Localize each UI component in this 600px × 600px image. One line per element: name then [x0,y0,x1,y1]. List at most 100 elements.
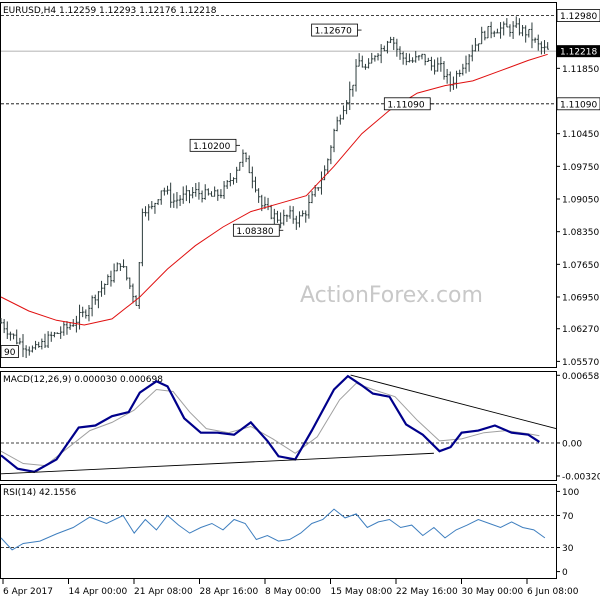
price-bar [383,45,386,52]
price-bar [181,186,185,204]
price-bar [141,208,144,267]
level-price-label: 1.12980 [560,12,597,22]
price-bar [404,52,408,66]
price-bar [49,331,53,342]
price-bar [178,195,182,207]
price-bar [492,30,496,38]
macd-trendline-1 [350,374,557,430]
price-bar [518,18,521,36]
price-bar [147,204,150,221]
moving-average-line [0,53,548,326]
price-bar [521,25,524,37]
price-bar [87,305,91,322]
price-bar [351,84,355,97]
price-bar [263,196,267,210]
axes: 1.12980 1.12218 1.11850 1.11090 1.10450 1.097… [556,9,600,578]
price-bar [97,291,100,309]
price-bar [109,270,113,287]
level-price-box [556,9,600,23]
price-bar [15,329,19,345]
price-bar [65,321,69,335]
price-bar [100,280,103,297]
price-bar [112,263,116,283]
price-bar [414,50,418,63]
x-tick-label: 28 Apr 16:00 [200,587,259,597]
price-bar [370,52,374,64]
price-bar [288,205,292,219]
macd-trendline-0 [0,452,434,475]
y-tick-label: 1.11850 [562,65,599,75]
price-bar [502,21,505,36]
price-bar [175,192,179,209]
macd-panel-frame [0,371,557,481]
price-bar [310,191,314,204]
price-bar [392,36,396,50]
price-panel-frame [0,2,557,368]
price-bar [354,59,358,92]
price-bar [241,149,245,167]
price-bar [90,295,94,317]
level-price-box [556,97,600,111]
rsi-plot [0,508,556,551]
x-tick-label: 15 May 08:00 [331,587,393,597]
price-bar [238,161,242,171]
price-bar [442,61,446,80]
price-bar [137,262,141,309]
price-bar [2,319,6,334]
price-annotation-label: 1.11090 [387,100,424,110]
price-bar [225,180,229,189]
price-bar [505,18,509,28]
price-bar [128,277,132,290]
price-bar [508,24,512,37]
price-bar [203,184,207,200]
price-bar [417,55,421,61]
price-bar [304,210,308,223]
price-bar [213,186,216,197]
price-bar [477,43,480,52]
price-bar [511,21,515,39]
price-bar [367,58,370,69]
price-bar [543,40,546,54]
x-tick-label: 6 Apr 2017 [3,587,53,597]
price-bar [188,190,191,204]
price-bar [307,194,311,219]
chart-header: EURUSD,H4 1.12259 1.12293 1.12176 1.1221… [3,6,217,16]
price-bar [408,53,411,63]
price-bar [119,263,122,271]
current-price-box [557,45,600,58]
macd-y-tick-label: 0.00 [562,439,582,449]
y-tick-label: 1.09050 [562,196,599,206]
price-bar [172,193,176,208]
price-bar [436,57,440,72]
rsi-title: RSI(14) 42.1556 [3,488,76,498]
price-bar [5,321,9,339]
rsi-y-tick-label: 30 [562,544,574,554]
level-price-label: 1.11090 [560,100,597,110]
price-bar [329,145,333,165]
price-bar [467,53,471,72]
price-bar [153,202,157,214]
price-bar [24,345,28,359]
price-bar [93,294,97,305]
annotations: 1.12670 1.10200 1.08380 1.11090 90 [0,23,435,358]
rsi-line [0,508,546,551]
price-bar [464,55,468,74]
price-bar [423,53,427,66]
price-bar [433,59,436,75]
price-bar [235,166,238,183]
price-bar [166,185,169,195]
price-bar [207,188,210,196]
price-bar [131,283,135,304]
price-bar [536,34,540,51]
macd-title: MACD(12,26,9) 0.000030 0.000698 [3,375,163,385]
price-bar [282,209,286,226]
price-bar [37,341,41,348]
price-bar [439,56,443,72]
price-bar [376,53,380,61]
price-bar [395,38,399,57]
price-bar [169,182,172,208]
macd-signal-line [0,382,540,467]
price-bar [335,116,339,132]
price-bar [389,36,392,44]
